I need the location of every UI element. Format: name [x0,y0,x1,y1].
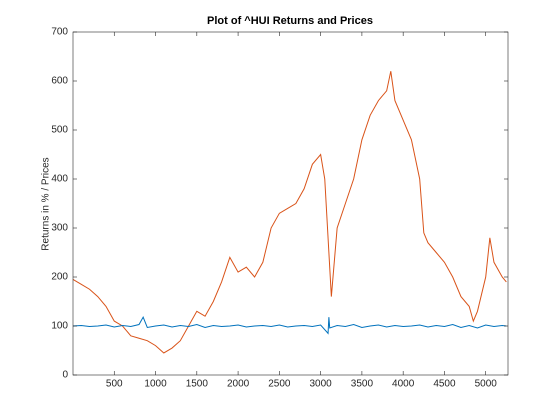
y-tick-label: 600 [51,76,68,87]
y-tick-label: 200 [51,272,68,283]
axes-box [72,31,509,376]
x-tick-label: 500 [106,379,123,390]
x-tick-label: 4000 [392,379,415,390]
y-axis-label: Returns in % / Prices [41,157,52,250]
x-tick-label: 1500 [186,379,209,390]
x-tick-label: 4500 [433,379,456,390]
y-tick-label: 400 [51,174,68,185]
y-tick-label: 700 [51,27,68,38]
y-tick-label: 300 [51,223,68,234]
x-tick-label: 2500 [268,379,291,390]
y-tick-label: 0 [62,370,68,381]
x-tick-label: 3500 [351,379,374,390]
y-tick-label: 100 [51,321,68,332]
data-line [72,316,507,335]
x-tick-label: 3000 [310,379,333,390]
x-tick-label: 1000 [144,379,167,390]
x-tick-label: 2000 [227,379,250,390]
chart-title: Plot of ^HUI Returns and Prices [207,15,373,27]
y-tick-label: 500 [51,125,68,136]
x-tick-label: 5000 [475,379,498,390]
data-line [72,71,507,354]
